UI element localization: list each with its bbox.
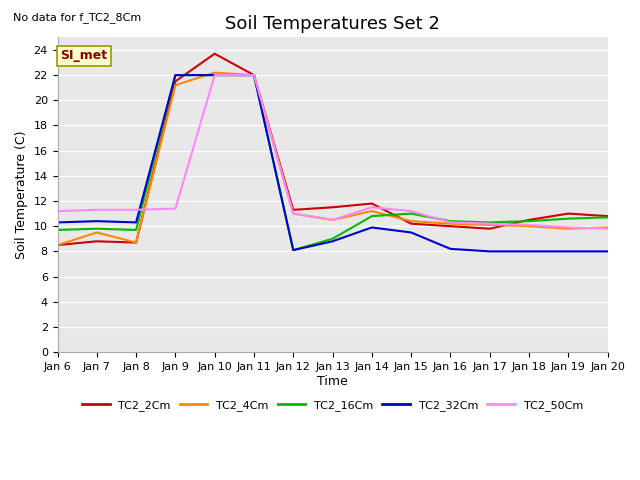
TC2_50Cm [604,226,611,231]
TC2_2Cm [486,226,493,231]
TC2_16Cm [525,218,533,224]
TC2_2Cm [54,242,61,248]
TC2_16Cm [368,213,376,219]
TC2_32Cm [132,219,140,225]
TC2_4Cm [54,242,61,248]
TC2_50Cm [407,208,415,214]
TC2_16Cm [54,227,61,233]
TC2_2Cm [368,201,376,206]
TC2_4Cm [447,221,454,227]
TC2_2Cm [329,204,337,210]
TC2_4Cm [93,229,100,235]
TC2_50Cm [329,217,337,223]
TC2_4Cm [172,82,179,88]
TC2_32Cm [211,72,218,78]
TC2_32Cm [93,218,100,224]
Text: No data for f_TC2_8Cm: No data for f_TC2_8Cm [13,12,141,23]
TC2_4Cm [486,222,493,228]
Line: TC2_2Cm: TC2_2Cm [58,54,607,245]
TC2_4Cm [250,72,258,78]
TC2_4Cm [407,218,415,224]
TC2_16Cm [604,215,611,220]
TC2_16Cm [211,72,218,78]
TC2_32Cm [525,249,533,254]
TC2_2Cm [525,217,533,223]
TC2_2Cm [211,51,218,57]
TC2_16Cm [564,216,572,221]
TC2_2Cm [93,239,100,244]
TC2_32Cm [329,239,337,244]
TC2_50Cm [289,211,297,216]
TC2_4Cm [525,223,533,229]
TC2_16Cm [447,218,454,224]
TC2_32Cm [289,247,297,253]
TC2_2Cm [289,207,297,213]
TC2_16Cm [407,211,415,216]
TC2_4Cm [368,208,376,214]
TC2_32Cm [447,246,454,252]
Line: TC2_16Cm: TC2_16Cm [58,75,607,250]
TC2_16Cm [132,227,140,233]
TC2_32Cm [604,249,611,254]
TC2_4Cm [289,211,297,216]
TC2_2Cm [604,213,611,219]
Line: TC2_4Cm: TC2_4Cm [58,72,607,245]
TC2_16Cm [172,72,179,78]
TC2_2Cm [172,79,179,84]
TC2_50Cm [211,72,218,78]
TC2_32Cm [54,219,61,225]
TC2_16Cm [329,236,337,241]
TC2_2Cm [407,221,415,227]
TC2_50Cm [564,225,572,230]
TC2_16Cm [93,226,100,231]
TC2_16Cm [289,247,297,253]
TC2_50Cm [250,72,258,78]
Y-axis label: Soil Temperature (C): Soil Temperature (C) [15,131,28,259]
TC2_50Cm [368,204,376,210]
TC2_32Cm [250,72,258,78]
TC2_50Cm [93,207,100,213]
TC2_32Cm [172,72,179,78]
Legend: TC2_2Cm, TC2_4Cm, TC2_16Cm, TC2_32Cm, TC2_50Cm: TC2_2Cm, TC2_4Cm, TC2_16Cm, TC2_32Cm, TC… [77,396,588,415]
TC2_2Cm [250,72,258,78]
TC2_4Cm [604,225,611,230]
TC2_4Cm [132,240,140,245]
Text: SI_met: SI_met [60,49,108,62]
TC2_32Cm [564,249,572,254]
TC2_2Cm [447,223,454,229]
Line: TC2_50Cm: TC2_50Cm [58,75,607,228]
TC2_50Cm [486,221,493,227]
TC2_4Cm [211,70,218,75]
TC2_2Cm [132,240,140,245]
TC2_16Cm [250,72,258,78]
TC2_32Cm [486,249,493,254]
TC2_50Cm [172,206,179,212]
TC2_4Cm [329,217,337,223]
Line: TC2_32Cm: TC2_32Cm [58,75,607,252]
TC2_50Cm [447,219,454,225]
TC2_32Cm [407,229,415,235]
TC2_50Cm [525,222,533,228]
Title: Soil Temperatures Set 2: Soil Temperatures Set 2 [225,15,440,33]
TC2_4Cm [564,226,572,231]
TC2_50Cm [132,207,140,213]
X-axis label: Time: Time [317,374,348,387]
TC2_2Cm [564,211,572,216]
TC2_16Cm [486,219,493,225]
TC2_50Cm [54,208,61,214]
TC2_32Cm [368,225,376,230]
